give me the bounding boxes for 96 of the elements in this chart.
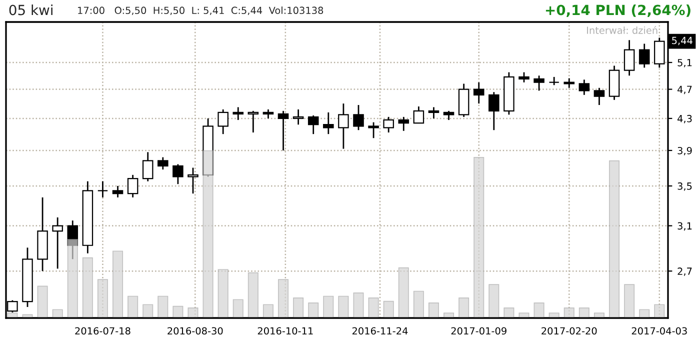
bar [97, 279, 108, 318]
annotation: Interwał: dzień [587, 26, 658, 34]
candlestick [353, 104, 364, 131]
bar [368, 298, 379, 318]
bar [128, 296, 138, 318]
candlestick [142, 151, 154, 182]
y-tick-label: 3,1 [678, 222, 692, 231]
candlestick [172, 164, 184, 185]
bar [474, 157, 484, 318]
bar [82, 257, 93, 318]
x-tick-label: 2016-11-24 [352, 327, 408, 335]
candlestick [218, 108, 228, 135]
x-tick-label: 2016-08-30 [168, 327, 223, 335]
y-tick-label: 3,5 [678, 182, 692, 191]
bar [232, 299, 244, 318]
bar [172, 306, 184, 318]
bar [278, 279, 289, 318]
bar [444, 312, 454, 318]
bar [609, 160, 620, 318]
bar [578, 308, 590, 318]
bar [398, 267, 409, 318]
candlestick [594, 87, 605, 106]
chart-title: 05 kwi [9, 4, 52, 16]
candlestick [127, 174, 138, 198]
text: +0,14 PLN (2,64%) [546, 4, 690, 18]
bar [534, 302, 544, 318]
bar [654, 304, 665, 318]
candlestick [383, 116, 394, 134]
bar [564, 308, 574, 318]
bar [488, 284, 500, 318]
y-tick-label: 4,3 [678, 114, 692, 124]
bar [413, 290, 424, 318]
candlestick [112, 185, 124, 198]
bar [624, 284, 635, 318]
bar [262, 304, 274, 318]
x-tick-label: 2017-04-03 [632, 327, 687, 335]
candlestick [443, 110, 454, 121]
bar [142, 304, 154, 318]
annotation: 5,44 [672, 36, 692, 46]
candlestick [638, 43, 650, 68]
candlestick [624, 39, 635, 76]
bar [504, 308, 514, 318]
bar [548, 312, 560, 318]
candlestick [308, 114, 319, 135]
bar [52, 309, 63, 318]
bar [37, 286, 48, 318]
candlestick [548, 76, 560, 86]
bar [428, 302, 439, 318]
bar [458, 298, 470, 318]
candlestick [488, 91, 500, 131]
y-tick-label: 3,9 [678, 146, 692, 156]
bar [248, 272, 258, 318]
bar [308, 302, 319, 318]
candlestick [278, 110, 289, 152]
candlestick [188, 167, 198, 194]
candlestick [248, 110, 259, 134]
candlestick [654, 37, 665, 68]
y-tick-label: 2,7 [678, 268, 692, 276]
candlestick [292, 108, 304, 126]
bar [218, 269, 228, 318]
bar [518, 312, 530, 318]
x-tick-label: 2016-10-11 [258, 327, 313, 335]
candlestick [473, 82, 484, 104]
candlestick [534, 74, 544, 92]
x-tick-label: 2016-07-18 [75, 327, 130, 335]
candlestick [262, 108, 274, 120]
x-tick-label: 2017-02-20 [542, 327, 597, 335]
candlestick [428, 106, 440, 120]
bar [7, 312, 18, 318]
y-tick-label: 4,7 [678, 86, 692, 94]
candlestick [368, 122, 379, 139]
bar [22, 314, 33, 318]
candlestick [398, 116, 410, 132]
candlestick [564, 78, 575, 89]
bar [188, 308, 198, 318]
bar [639, 309, 650, 318]
candlestick [232, 106, 244, 121]
candlestick [97, 180, 108, 198]
bar [594, 312, 604, 318]
bar [353, 292, 364, 318]
candlestick [158, 156, 168, 170]
candlestick [578, 78, 590, 96]
candlestick [338, 102, 349, 150]
x-tick-label: 2017-01-09 [451, 327, 506, 335]
candlestick [323, 112, 334, 135]
chart-subtitle: 17:00 O:5,50 H:5,50 L: 5,41 C:5,44 Vol:103138 [78, 6, 324, 16]
bar [158, 296, 168, 318]
y-tick-label: 5,1 [678, 59, 692, 68]
bar [323, 296, 334, 318]
candlestick [413, 106, 424, 124]
bar [293, 298, 304, 318]
bar [338, 296, 349, 318]
bar [112, 250, 124, 318]
bar [383, 300, 394, 318]
candlestick [518, 72, 530, 84]
candlestick [52, 216, 63, 270]
